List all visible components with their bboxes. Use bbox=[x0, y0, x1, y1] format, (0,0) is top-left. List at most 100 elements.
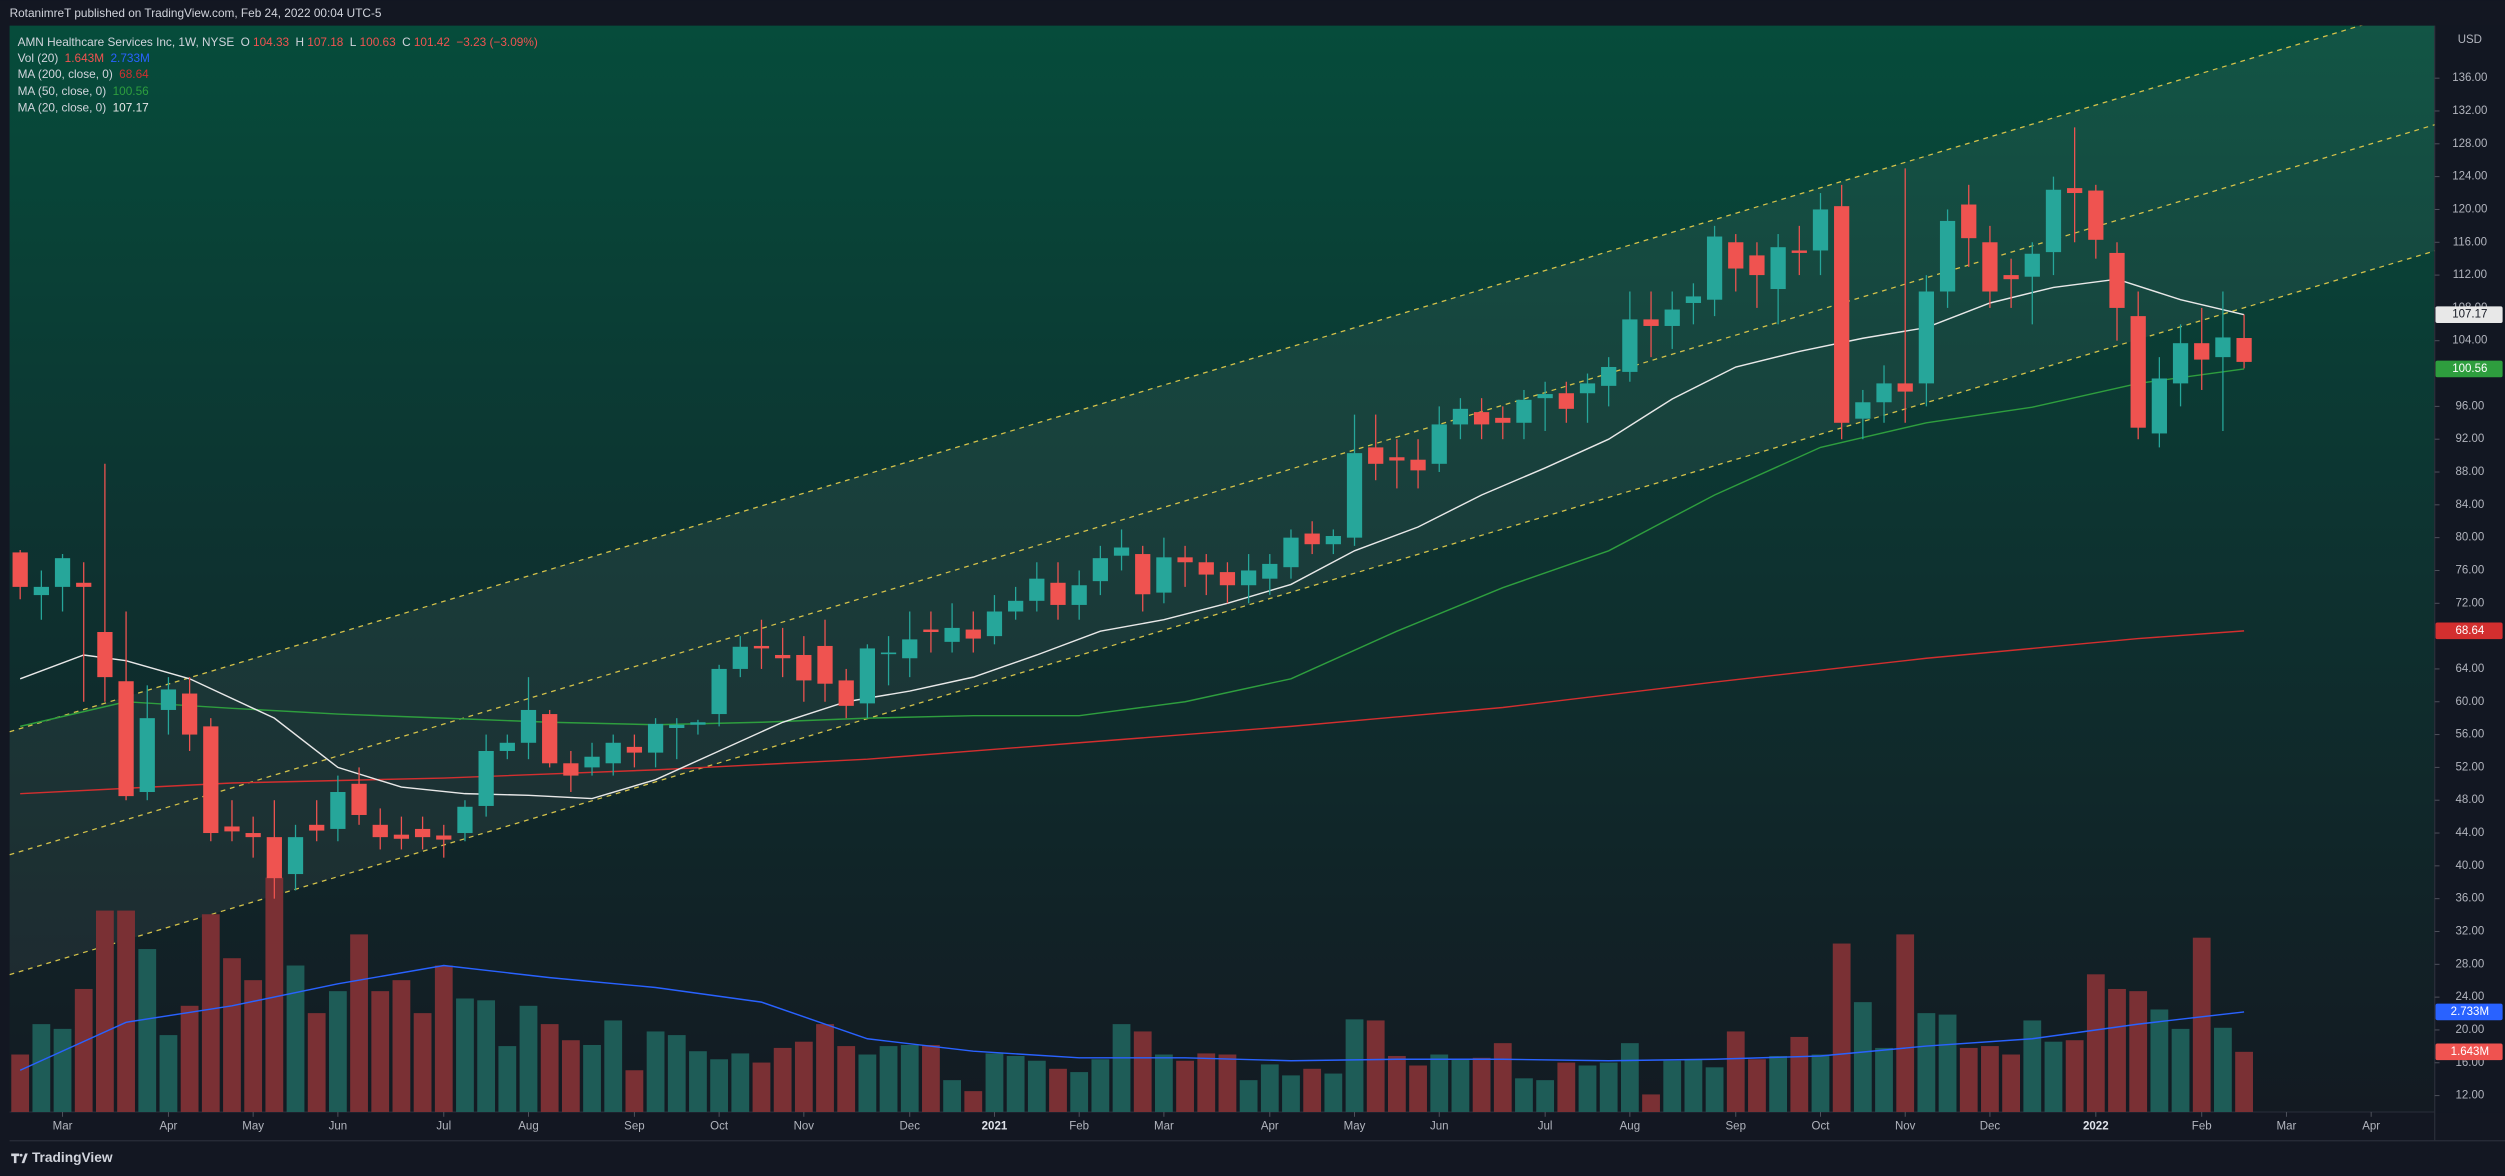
legend-value: 100.56 bbox=[113, 84, 150, 98]
volume-bar bbox=[2086, 974, 2105, 1113]
candle-body bbox=[245, 833, 261, 838]
candle-body bbox=[181, 693, 198, 735]
volume-bar bbox=[159, 1035, 178, 1113]
volume-bar bbox=[1451, 1059, 1470, 1113]
volume-bar bbox=[1493, 1043, 1512, 1113]
candle-body bbox=[859, 648, 876, 704]
volume-bar bbox=[964, 1091, 983, 1113]
candle-body bbox=[2151, 378, 2167, 434]
x-tick-label: Jun bbox=[1430, 1120, 1449, 1132]
volume-bar bbox=[2002, 1054, 2021, 1113]
volume-bar bbox=[1176, 1060, 1194, 1113]
y-tick-label: 36.00 bbox=[2455, 893, 2484, 905]
volume-bar bbox=[1387, 1055, 1406, 1113]
candle-body bbox=[902, 639, 918, 659]
candle-body bbox=[1664, 309, 1680, 326]
volume-bar bbox=[1006, 1055, 1025, 1113]
y-tick-label: 128.00 bbox=[2452, 138, 2487, 150]
candle-body bbox=[2194, 343, 2210, 360]
candle-body bbox=[605, 742, 621, 764]
volume-bar bbox=[710, 1059, 729, 1113]
channel-line bbox=[9, 124, 2435, 856]
x-tick-label: Oct bbox=[1812, 1120, 1831, 1132]
ohlc-value: 107.18 bbox=[307, 35, 344, 49]
volume-bar bbox=[350, 934, 368, 1113]
candle-body bbox=[309, 824, 325, 831]
price-badge bbox=[2435, 1003, 2503, 1021]
x-tick-label: Nov bbox=[794, 1120, 815, 1132]
legend-value: 107.17 bbox=[113, 101, 149, 115]
volume-bar bbox=[180, 1005, 199, 1113]
y-tick-label: 60.00 bbox=[2455, 696, 2484, 708]
candle-body bbox=[224, 826, 240, 832]
candle-body bbox=[2003, 275, 2019, 280]
legend-ma: MA (200, close, 0) 68.64 MA (50, close, 0)… bbox=[18, 67, 150, 114]
volume-bar bbox=[1705, 1067, 1724, 1113]
volume-bar bbox=[752, 1062, 771, 1113]
y-tick-label: 116.00 bbox=[2453, 236, 2487, 248]
candle-body bbox=[2024, 253, 2040, 277]
axes: 12.0016.0020.0024.0028.0032.0036.0040.00… bbox=[53, 72, 2503, 1132]
y-tick-label: 112.00 bbox=[2453, 269, 2487, 281]
y-tick-label: 132.00 bbox=[2452, 105, 2487, 117]
volume-bar bbox=[244, 980, 263, 1113]
volume-bar bbox=[731, 1053, 750, 1113]
candle-body bbox=[2109, 252, 2125, 308]
candle-body bbox=[33, 586, 49, 596]
candle-body bbox=[1092, 558, 1108, 582]
volume-bar bbox=[2235, 1051, 2253, 1113]
legend-value: 1.643M bbox=[65, 51, 104, 65]
candle-body bbox=[986, 611, 1003, 637]
candle-body bbox=[1770, 247, 1786, 290]
candle-body bbox=[965, 629, 981, 639]
price-badge bbox=[2435, 622, 2503, 640]
candle-body bbox=[478, 750, 494, 806]
candle-body bbox=[203, 726, 219, 834]
logo bbox=[11, 1153, 28, 1164]
candle-body bbox=[330, 792, 346, 829]
volume-bar bbox=[1218, 1054, 1237, 1113]
candle-body bbox=[542, 714, 558, 764]
candle-body bbox=[1876, 383, 1892, 403]
x-tick-label: Apr bbox=[2362, 1120, 2380, 1132]
x-tick-label: Feb bbox=[2192, 1120, 2212, 1132]
volume-bar bbox=[943, 1080, 961, 1113]
price-badge-label: 68.64 bbox=[2455, 625, 2484, 637]
ohlc-label: C bbox=[402, 35, 411, 49]
volume-bar bbox=[922, 1044, 940, 1113]
volume-bar bbox=[2044, 1041, 2063, 1113]
candle-body bbox=[1452, 408, 1469, 425]
candle-body bbox=[1855, 402, 1871, 419]
volume-bar bbox=[1133, 1031, 1152, 1113]
volume-bar bbox=[413, 1013, 432, 1113]
channel bbox=[9, 25, 2435, 976]
volume-bar bbox=[2023, 1020, 2042, 1113]
volume-bar bbox=[2065, 1040, 2084, 1113]
candle-body bbox=[2215, 337, 2231, 358]
candle-body bbox=[1219, 572, 1236, 586]
volume-bar bbox=[1112, 1024, 1131, 1113]
volume-bar bbox=[2171, 1028, 2190, 1113]
candle-body bbox=[880, 652, 897, 655]
y-tick-label: 96.00 bbox=[2455, 400, 2484, 412]
price-badge-label: 107.17 bbox=[2452, 309, 2487, 321]
x-tick-label: Nov bbox=[1895, 1120, 1916, 1132]
volume-bar bbox=[138, 949, 157, 1113]
volume-bar bbox=[1811, 1054, 1830, 1113]
footer-brand: TradingView bbox=[32, 1150, 113, 1165]
candle-body bbox=[1601, 366, 1617, 386]
candle-body bbox=[1749, 255, 1765, 276]
x-tick-label: Aug bbox=[1620, 1120, 1640, 1132]
candle-body bbox=[1685, 296, 1702, 303]
volume-bar bbox=[1790, 1036, 1809, 1113]
y-tick-label: 120.00 bbox=[2452, 203, 2487, 215]
candle-body bbox=[1431, 424, 1447, 464]
candle-body bbox=[499, 742, 515, 751]
legend-name: MA (20, close, 0) bbox=[18, 101, 107, 115]
candle-body bbox=[563, 763, 579, 776]
change: −3.23 (−3.09%) bbox=[456, 35, 537, 49]
volume-bar bbox=[858, 1054, 877, 1113]
y-tick-label: 56.00 bbox=[2455, 729, 2484, 741]
price-badge-label: 100.56 bbox=[2452, 363, 2487, 375]
volume-bar bbox=[1663, 1060, 1682, 1113]
